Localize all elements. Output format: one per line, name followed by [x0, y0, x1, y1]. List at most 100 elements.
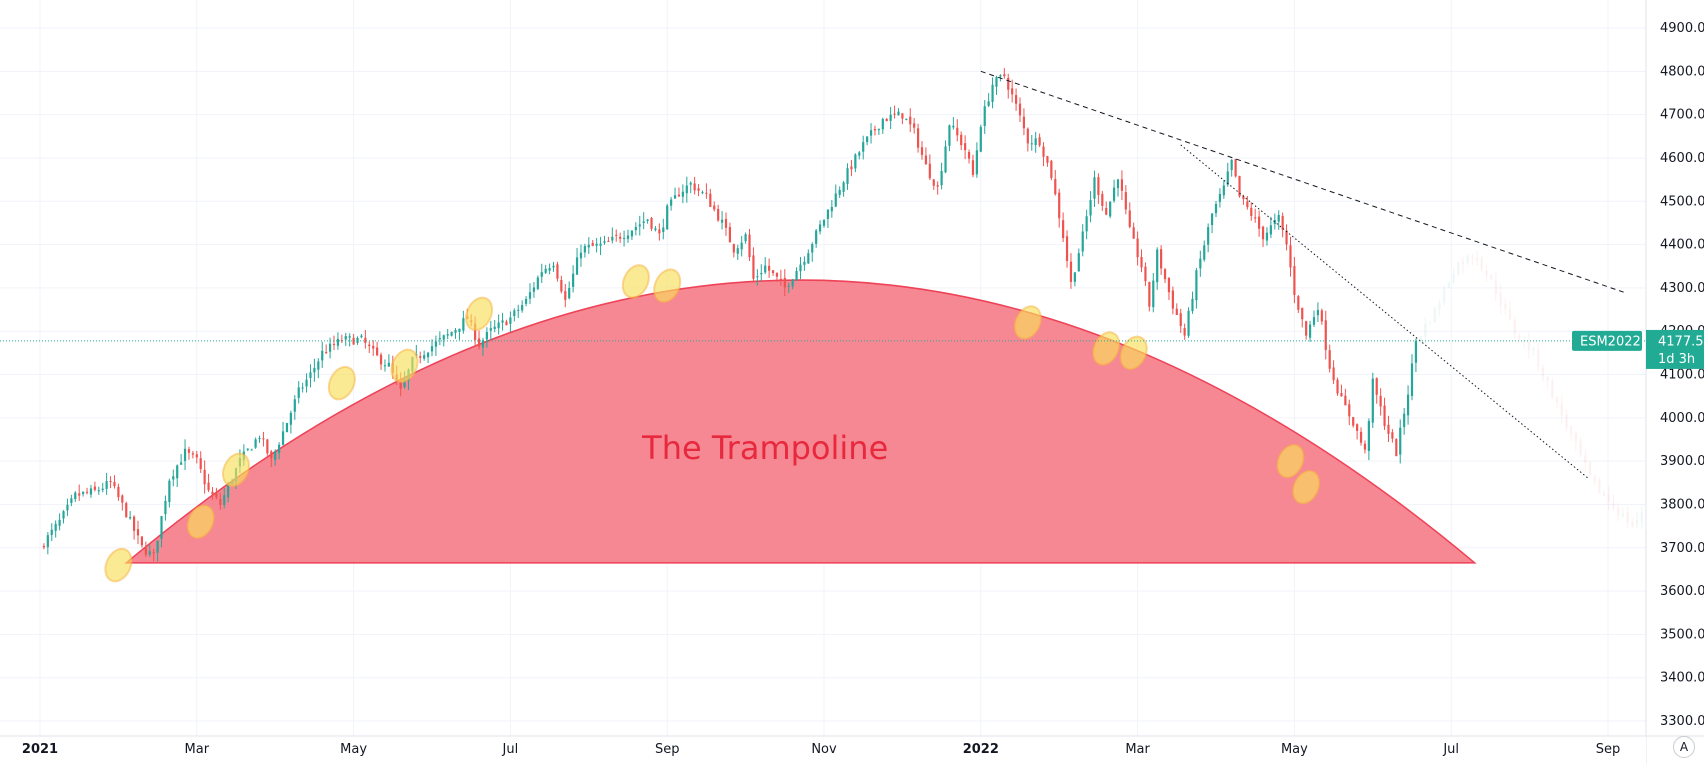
- candle: [336, 332, 340, 350]
- candle: [1308, 320, 1312, 342]
- candle: [807, 249, 810, 264]
- candle-body: [62, 511, 65, 519]
- projected-candle-body: [1631, 521, 1634, 527]
- candle-body: [1018, 103, 1022, 116]
- projected-candle-body: [1579, 440, 1582, 455]
- candle: [297, 381, 300, 404]
- candle: [1109, 201, 1112, 219]
- x-tick-label: May: [340, 742, 367, 757]
- projected-candle-body: [1480, 258, 1483, 270]
- candle-body: [1399, 427, 1402, 455]
- candle: [568, 281, 571, 300]
- candle-body: [807, 253, 810, 264]
- candle: [1281, 212, 1284, 238]
- candle-body: [732, 244, 735, 253]
- projected-candle-body: [1635, 520, 1639, 525]
- candle: [266, 438, 269, 456]
- projected-candle-body: [1457, 262, 1460, 275]
- candle-body: [285, 422, 289, 433]
- projected-candle: [1537, 343, 1540, 372]
- candle: [121, 494, 124, 511]
- projected-candle: [1574, 430, 1577, 452]
- candle-body: [250, 449, 253, 451]
- candle-body: [556, 264, 559, 279]
- candle-body: [1230, 159, 1233, 171]
- candle-body: [78, 493, 81, 496]
- candle-body: [328, 343, 332, 352]
- projected-candle: [1452, 268, 1455, 284]
- candle: [423, 350, 426, 361]
- projected-candle-body: [1419, 336, 1422, 344]
- candle-body: [909, 116, 912, 125]
- auto-scale-button[interactable]: A: [1673, 736, 1695, 758]
- candle-body: [50, 529, 53, 535]
- last-price-label: 4177.5: [1658, 334, 1704, 349]
- candle: [748, 228, 751, 261]
- candle: [626, 229, 630, 243]
- candle-body: [1046, 156, 1049, 163]
- price-axis[interactable]: 3300.0 3400.0 3500.0 3600.0 3700.0 3800.0 3900…: [1645, 0, 1704, 764]
- candle-body: [1195, 270, 1198, 301]
- candle: [971, 154, 975, 178]
- candle-body: [136, 529, 140, 536]
- projected-candle-body: [1560, 403, 1563, 416]
- candle-body: [705, 192, 708, 194]
- candle-body: [430, 346, 434, 352]
- candle: [666, 203, 669, 230]
- time-axis[interactable]: 2021 Mar May Jul Sep Nov 2022 Mar May Jul Sep: [0, 735, 1704, 764]
- candle-body: [340, 340, 343, 342]
- candle: [140, 536, 144, 548]
- candle: [1230, 159, 1233, 177]
- candle: [148, 544, 151, 557]
- candle: [964, 135, 967, 160]
- projected-candle: [1570, 425, 1573, 441]
- candle: [952, 117, 955, 130]
- candle-body: [446, 334, 449, 336]
- projected-candle-body: [1551, 380, 1554, 399]
- candle-body: [752, 255, 755, 279]
- candle: [317, 358, 320, 379]
- candle-body: [579, 252, 583, 259]
- candle-body: [736, 248, 739, 254]
- candle: [42, 543, 46, 550]
- candle-body: [450, 332, 453, 336]
- candle: [1007, 73, 1010, 99]
- candle-body: [419, 356, 422, 358]
- candle: [897, 108, 900, 116]
- candle: [787, 282, 790, 293]
- candle-body: [791, 279, 794, 287]
- candle: [136, 520, 140, 545]
- projected-candle: [1588, 461, 1592, 477]
- candle-body: [301, 387, 304, 389]
- projected-candle-body: [1626, 512, 1629, 524]
- candle-body: [1109, 201, 1112, 217]
- candle: [944, 140, 947, 174]
- candle-body: [572, 273, 575, 287]
- candle-body: [383, 365, 387, 367]
- candle: [713, 201, 716, 212]
- candle-body: [509, 317, 512, 324]
- candle-body: [1191, 298, 1194, 312]
- y-tick-label: 4100.0: [1660, 368, 1704, 383]
- candle: [799, 256, 802, 280]
- dashed-trendline[interactable]: [980, 70, 1624, 293]
- candle-body: [368, 344, 371, 347]
- candle: [775, 272, 779, 282]
- candle: [278, 442, 281, 460]
- candle: [180, 453, 183, 466]
- x-tick-label: Mar: [1125, 742, 1150, 757]
- candle: [1073, 271, 1076, 287]
- candle-body: [266, 439, 269, 454]
- projected-candle-body: [1555, 397, 1559, 402]
- candle: [132, 515, 136, 540]
- candle-body: [168, 480, 171, 503]
- candle: [1312, 310, 1316, 327]
- candle: [826, 209, 830, 228]
- candle: [364, 329, 367, 349]
- candle: [164, 495, 167, 521]
- candle-body: [203, 469, 206, 485]
- candle: [1022, 108, 1026, 136]
- candle: [634, 222, 637, 236]
